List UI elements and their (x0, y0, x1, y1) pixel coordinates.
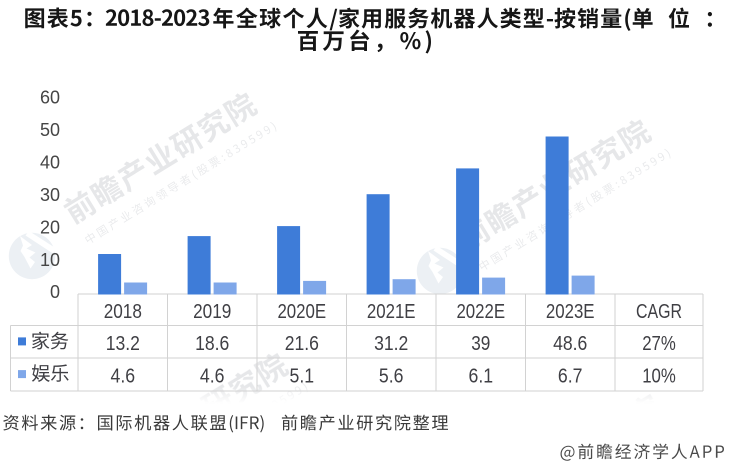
svg-text:2021E: 2021E (367, 301, 416, 323)
svg-text:13.2: 13.2 (106, 333, 140, 355)
svg-text:2018: 2018 (104, 301, 142, 323)
svg-text:CAGR: CAGR (636, 301, 682, 323)
svg-text:2019: 2019 (193, 301, 231, 323)
svg-text:48.6: 48.6 (553, 333, 587, 355)
svg-text:5.6: 5.6 (379, 366, 404, 388)
svg-text:0: 0 (50, 282, 60, 302)
svg-text:2023E: 2023E (546, 301, 595, 323)
svg-text:60: 60 (40, 88, 60, 108)
svg-text:40: 40 (40, 153, 60, 173)
svg-text:4.6: 4.6 (200, 366, 225, 388)
svg-text:5.1: 5.1 (290, 366, 315, 388)
svg-text:30: 30 (40, 185, 60, 205)
svg-text:20: 20 (40, 217, 60, 237)
svg-text:50: 50 (40, 120, 60, 140)
svg-text:31.2: 31.2 (374, 333, 408, 355)
svg-text:27%: 27% (642, 333, 676, 355)
svg-text:2022E: 2022E (456, 301, 505, 323)
svg-text:10%: 10% (642, 366, 676, 388)
svg-text:6.7: 6.7 (558, 366, 583, 388)
svg-text:18.6: 18.6 (195, 333, 229, 355)
svg-text:6.1: 6.1 (469, 366, 494, 388)
svg-text:10: 10 (40, 250, 60, 270)
svg-text:4.6: 4.6 (111, 366, 136, 388)
svg-text:39: 39 (471, 333, 490, 355)
svg-text:2020E: 2020E (277, 301, 326, 323)
svg-text:21.6: 21.6 (285, 333, 319, 355)
